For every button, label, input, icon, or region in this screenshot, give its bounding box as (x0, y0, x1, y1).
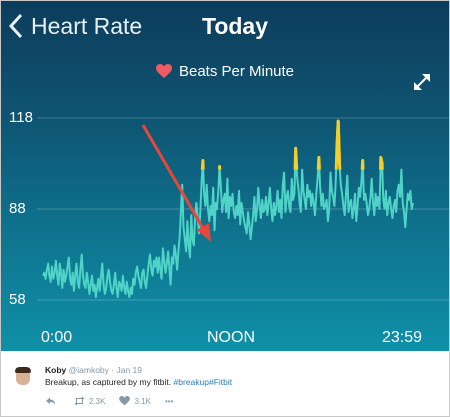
fitbit-heart-rate-screen: Heart Rate Today Beats Per Minute 118 88… (1, 1, 449, 351)
x-tick-label: 0:00 (41, 329, 73, 346)
peak-segment (316, 155, 321, 170)
y-tick-label: 88 (9, 200, 26, 217)
x-tick-label: NOON (207, 329, 255, 346)
retweet-button[interactable]: 2.3K (74, 396, 105, 406)
tweet-author[interactable]: Koby @iamkoby · Jan 19 (45, 365, 142, 375)
expand-arrows-icon[interactable] (411, 71, 433, 93)
heart-icon (155, 64, 172, 78)
avatar[interactable] (10, 364, 36, 390)
tweet-text: Breakup, as captured by my fitbit. #brea… (45, 377, 232, 387)
reply-button[interactable] (45, 396, 60, 406)
retweet-count: 2.3K (89, 396, 106, 406)
heart-rate-chart (37, 117, 449, 301)
chart-plot (42, 119, 414, 298)
author-handle[interactable]: @iamkoby (68, 365, 109, 375)
page-title: Today (201, 13, 269, 39)
x-tick-label: 23:59 (382, 329, 423, 346)
peak-segment (293, 146, 299, 170)
more-button[interactable]: ••• (165, 397, 173, 406)
back-button[interactable]: Heart Rate (7, 11, 142, 41)
peak-segment (360, 159, 365, 170)
retweet-icon (74, 396, 85, 406)
tweet-date[interactable]: · Jan 19 (111, 365, 142, 375)
like-count: 3.1K (134, 396, 151, 406)
arrow-shaft (141, 124, 206, 231)
legend-label: Beats Per Minute (178, 63, 295, 80)
like-heart-icon (119, 396, 131, 406)
back-label: Heart Rate (31, 12, 143, 39)
peak-segment (200, 159, 205, 170)
avatar-hair (15, 367, 31, 373)
peak-segment (379, 157, 384, 170)
arrow-head (197, 223, 211, 242)
reply-icon (46, 397, 55, 405)
author-name[interactable]: Koby (45, 365, 67, 375)
peak-segment (336, 120, 342, 170)
hashtag-link[interactable]: #breakup (173, 377, 209, 387)
y-tick-label: 58 (9, 291, 26, 308)
y-tick-label: 118 (9, 109, 33, 126)
tweet-actions: 2.3K 3.1K ••• (45, 395, 187, 407)
avatar-face (16, 369, 30, 385)
tweet-card[interactable]: Koby @iamkoby · Jan 19 Breakup, as captu… (1, 352, 449, 416)
chevron-left-icon (8, 13, 23, 39)
chart-legend: Beats Per Minute (1, 63, 449, 80)
tweet-body: Breakup, as captured by my fitbit. (45, 377, 172, 387)
like-button[interactable]: 3.1K (119, 396, 151, 406)
hashtag-link[interactable]: #Fitbit (208, 377, 233, 387)
app-header: Heart Rate Today (1, 1, 449, 51)
chart-annotation-arrow (141, 124, 211, 242)
heart-rate-line (42, 120, 414, 298)
more-icon: ••• (164, 396, 174, 406)
